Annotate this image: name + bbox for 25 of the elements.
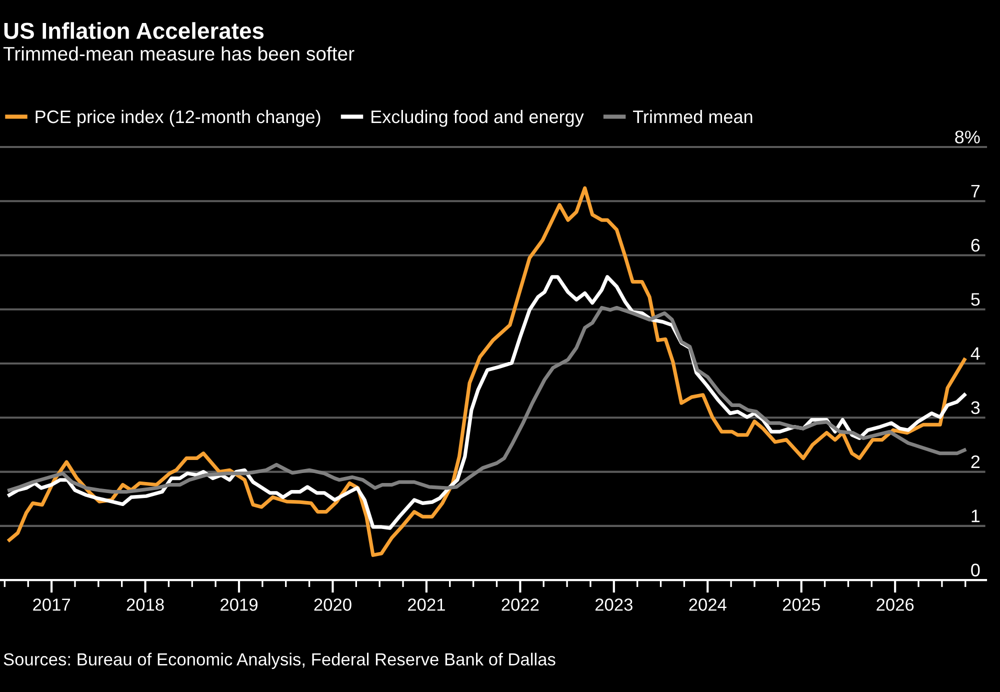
source-note: Sources: Bureau of Economic Analysis, Federal Reserve Bank of Dallas	[4, 652, 556, 669]
y-tick-label: 2	[971, 455, 980, 468]
y-tick-label: 1	[972, 510, 980, 522]
x-tick-label: 2018	[126, 598, 164, 611]
y-tick-label: 7	[971, 184, 980, 198]
x-tick-label: 2022	[502, 598, 539, 611]
legend-label: PCE price index (12-month change)	[36, 110, 320, 127]
x-tick-label: 2026	[876, 598, 914, 611]
y-tick-label: 0	[971, 564, 980, 576]
x-tick-label: 2020	[314, 598, 352, 611]
legend-label: Excluding food and energy	[372, 110, 584, 127]
y-tick-label: 8%	[955, 130, 980, 144]
x-tick-label: 2023	[595, 598, 632, 611]
x-tick-label: 2017	[33, 598, 70, 611]
y-tick-label: 5	[971, 293, 980, 306]
legend-label: Trimmed mean	[633, 110, 752, 124]
x-tick-label: 2024	[689, 598, 726, 611]
y-tick-label: 3	[971, 401, 980, 414]
chart-subtitle: Trimmed-mean measure has been softer	[3, 46, 354, 61]
x-tick-label: 2019	[220, 598, 258, 611]
x-tick-label: 2025	[782, 598, 820, 611]
y-tick-label: 4	[970, 347, 980, 360]
chart-title: US Inflation Accelerates	[4, 22, 264, 39]
x-tick-label: 2021	[408, 598, 445, 611]
y-tick-label: 6	[971, 238, 980, 252]
